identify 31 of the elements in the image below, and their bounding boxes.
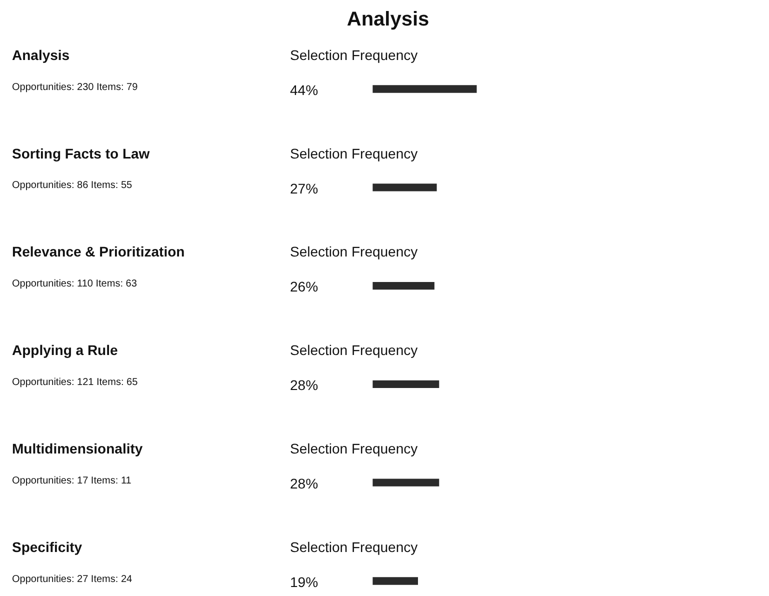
text: Selection Frequency [290, 244, 418, 260]
chart-title: Analysis [346, 8, 430, 31]
text: Selection Frequency [290, 145, 418, 162]
y-tick-label: Multidimensionality [12, 440, 143, 456]
data-label: 27% [290, 180, 318, 196]
bar [372, 478, 440, 486]
data-label: 26% [290, 278, 318, 295]
text: Opportunities: 230 Items: 79 [12, 82, 138, 93]
bar [372, 380, 440, 388]
data-label: 44% [290, 82, 318, 98]
data-label: 28% [290, 377, 318, 394]
data-label: 28% [290, 475, 318, 492]
bar [372, 282, 434, 290]
bar [372, 184, 437, 192]
y-tick-label: Sorting Facts to Law [12, 145, 150, 162]
y-tick-label: Specificity [12, 538, 82, 555]
text: Opportunities: 121 Items: 65 [12, 376, 138, 388]
data-label: 19% [290, 574, 318, 590]
text: Selection Frequency [290, 538, 418, 555]
y-tick-label: Applying a Rule [12, 342, 118, 358]
y-tick-label: Relevance & Prioritization [12, 244, 185, 260]
text: Opportunities: 27 Items: 24 [12, 574, 132, 585]
text: Selection Frequency [290, 342, 418, 358]
text: Opportunities: 110 Items: 63 [12, 278, 138, 290]
y-tick-label: Analysis [12, 46, 70, 63]
bar [372, 577, 418, 585]
bar [372, 85, 477, 93]
text: Selection Frequency [290, 440, 418, 456]
text: Opportunities: 86 Items: 55 [12, 180, 132, 192]
x-axis-title: Selection Frequency [290, 46, 418, 63]
text: Opportunities: 17 Items: 11 [12, 475, 132, 486]
